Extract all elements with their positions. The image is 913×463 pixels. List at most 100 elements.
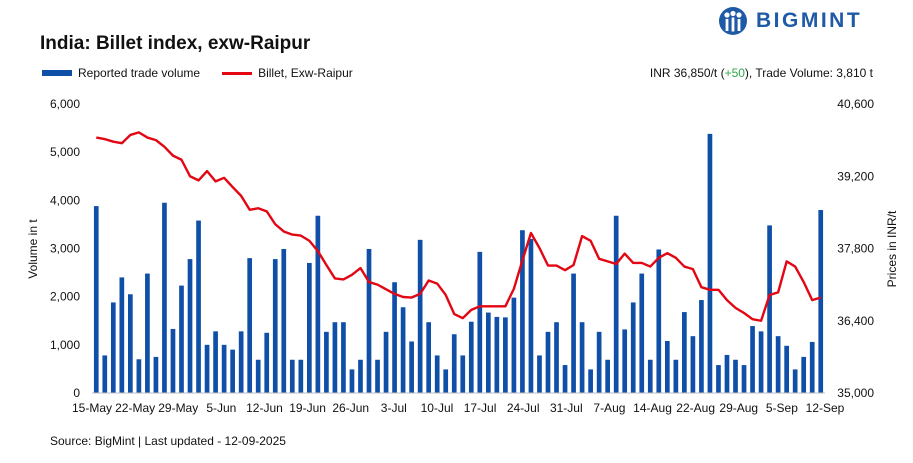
chart-legend: Reported trade volume Billet, Exw-Raipur [42,66,375,80]
volume-bar [630,302,636,393]
volume-bar [332,322,338,393]
legend-item-volume: Reported trade volume [42,66,200,80]
volume-bar [349,369,355,393]
volume-bar [784,345,789,393]
x-tick-label: 12-Sep [806,401,845,415]
volume-bar [443,369,449,393]
volume-bar [162,202,167,393]
volume-bar [503,317,508,393]
right-tick-label: 39,200 [837,169,874,183]
x-tick-label: 15-May [72,401,112,415]
summary-prefix: INR 36,850/t ( [649,66,725,80]
volume-bar [562,365,568,393]
volume-bar [579,322,585,393]
left-tick-label: 6,000 [50,97,80,111]
volume-bar [289,359,295,393]
volume-bar [520,230,525,393]
volume-bar [255,359,261,393]
price-line [96,131,822,322]
volume-bar [375,359,380,393]
legend-item-price: Billet, Exw-Raipur [222,66,353,80]
volume-bar [588,369,593,393]
volume-bar [664,340,670,393]
volume-bar [341,322,346,393]
source-note: Source: BigMint | Last updated - 12-09-2… [50,434,286,448]
volume-bar [238,331,244,393]
left-tick-label: 4,000 [50,193,80,207]
volume-bar [716,365,721,393]
volume-bar [434,355,440,393]
volume-bar [102,355,108,393]
chart-title: India: Billet index, exw-Raipur [40,33,311,54]
left-tick-label: 1,000 [50,338,80,352]
volume-bar [213,331,218,393]
volume-bar [417,239,423,393]
volume-bar [707,133,713,394]
brand-name: BIGMINT [756,9,863,32]
volume-bar [596,331,602,393]
right-tick-label: 40,600 [837,97,874,111]
right-tick-label: 36,400 [837,314,874,328]
volume-bar [315,215,321,393]
volume-bar [767,225,772,393]
volume-bar [247,258,253,393]
volume-bar [775,336,781,393]
volume-bar [307,262,312,393]
volume-bar [170,328,176,393]
volume-bar [281,248,287,393]
volume-bar [673,359,679,393]
volume-bar [264,332,270,393]
volume-bar [392,282,397,393]
x-tick-label: 31-Jul [550,401,583,415]
x-axis-ticks: 15-May 22-May 29-May 5-Jun 12-Jun 19-Jun 26-Ju… [72,401,845,415]
left-axis-ticks: 0 1,000 2,000 3,000 4,000 5,000 6,000 [50,97,80,400]
volume-bar [119,277,125,393]
left-tick-label: 0 [73,386,80,400]
volume-bar [298,359,304,393]
bigmint-logo-icon [719,7,747,35]
y-axis-label-right: Prices in INR/t [885,210,899,287]
volume-bar [324,331,329,393]
x-tick-label: 3-Jul [381,401,407,415]
volume-bar [477,251,483,393]
x-tick-label: 29-May [158,401,198,415]
volume-bar [93,206,99,393]
volume-bar [145,273,150,393]
volume-bar [451,334,457,393]
summary-suffix: ), Trade Volume: 3,810 t [744,66,873,80]
volume-bar [358,359,363,393]
volume-bar [400,307,406,393]
x-tick-label: 29-Aug [719,401,758,415]
legend-label-price: Billet, Exw-Raipur [258,66,353,80]
x-tick-label: 26-Jun [332,401,369,415]
x-tick-label: 7-Aug [593,401,625,415]
volume-bar [187,259,193,393]
volume-bar [221,344,227,393]
x-tick-label: 5-Sep [766,401,798,415]
x-tick-label: 24-Jul [507,401,540,415]
volume-bar [196,220,201,393]
left-tick-label: 5,000 [50,145,80,159]
volume-bar [426,322,432,393]
volume-bar [605,359,610,393]
volume-bar [733,359,738,393]
volume-bar [136,359,142,393]
volume-bar [528,238,534,393]
volume-bar [204,344,210,393]
volume-bar [179,285,184,393]
volume-bar [545,331,551,393]
left-tick-label: 2,000 [50,290,80,304]
x-tick-label: 17-Jul [464,401,497,415]
price-change: +50 [724,66,745,80]
volume-bar [554,322,559,393]
x-tick-label: 5-Jun [206,401,236,415]
volume-bar [128,294,133,393]
volume-bar [724,354,730,393]
volume-bar [460,355,466,393]
volume-bar [272,259,278,393]
price-summary: INR 36,850/t (+50), Trade Volume: 3,810 … [650,66,873,80]
volume-bar [758,331,764,393]
right-tick-label: 37,800 [837,242,874,256]
legend-swatch-bar [42,70,72,76]
